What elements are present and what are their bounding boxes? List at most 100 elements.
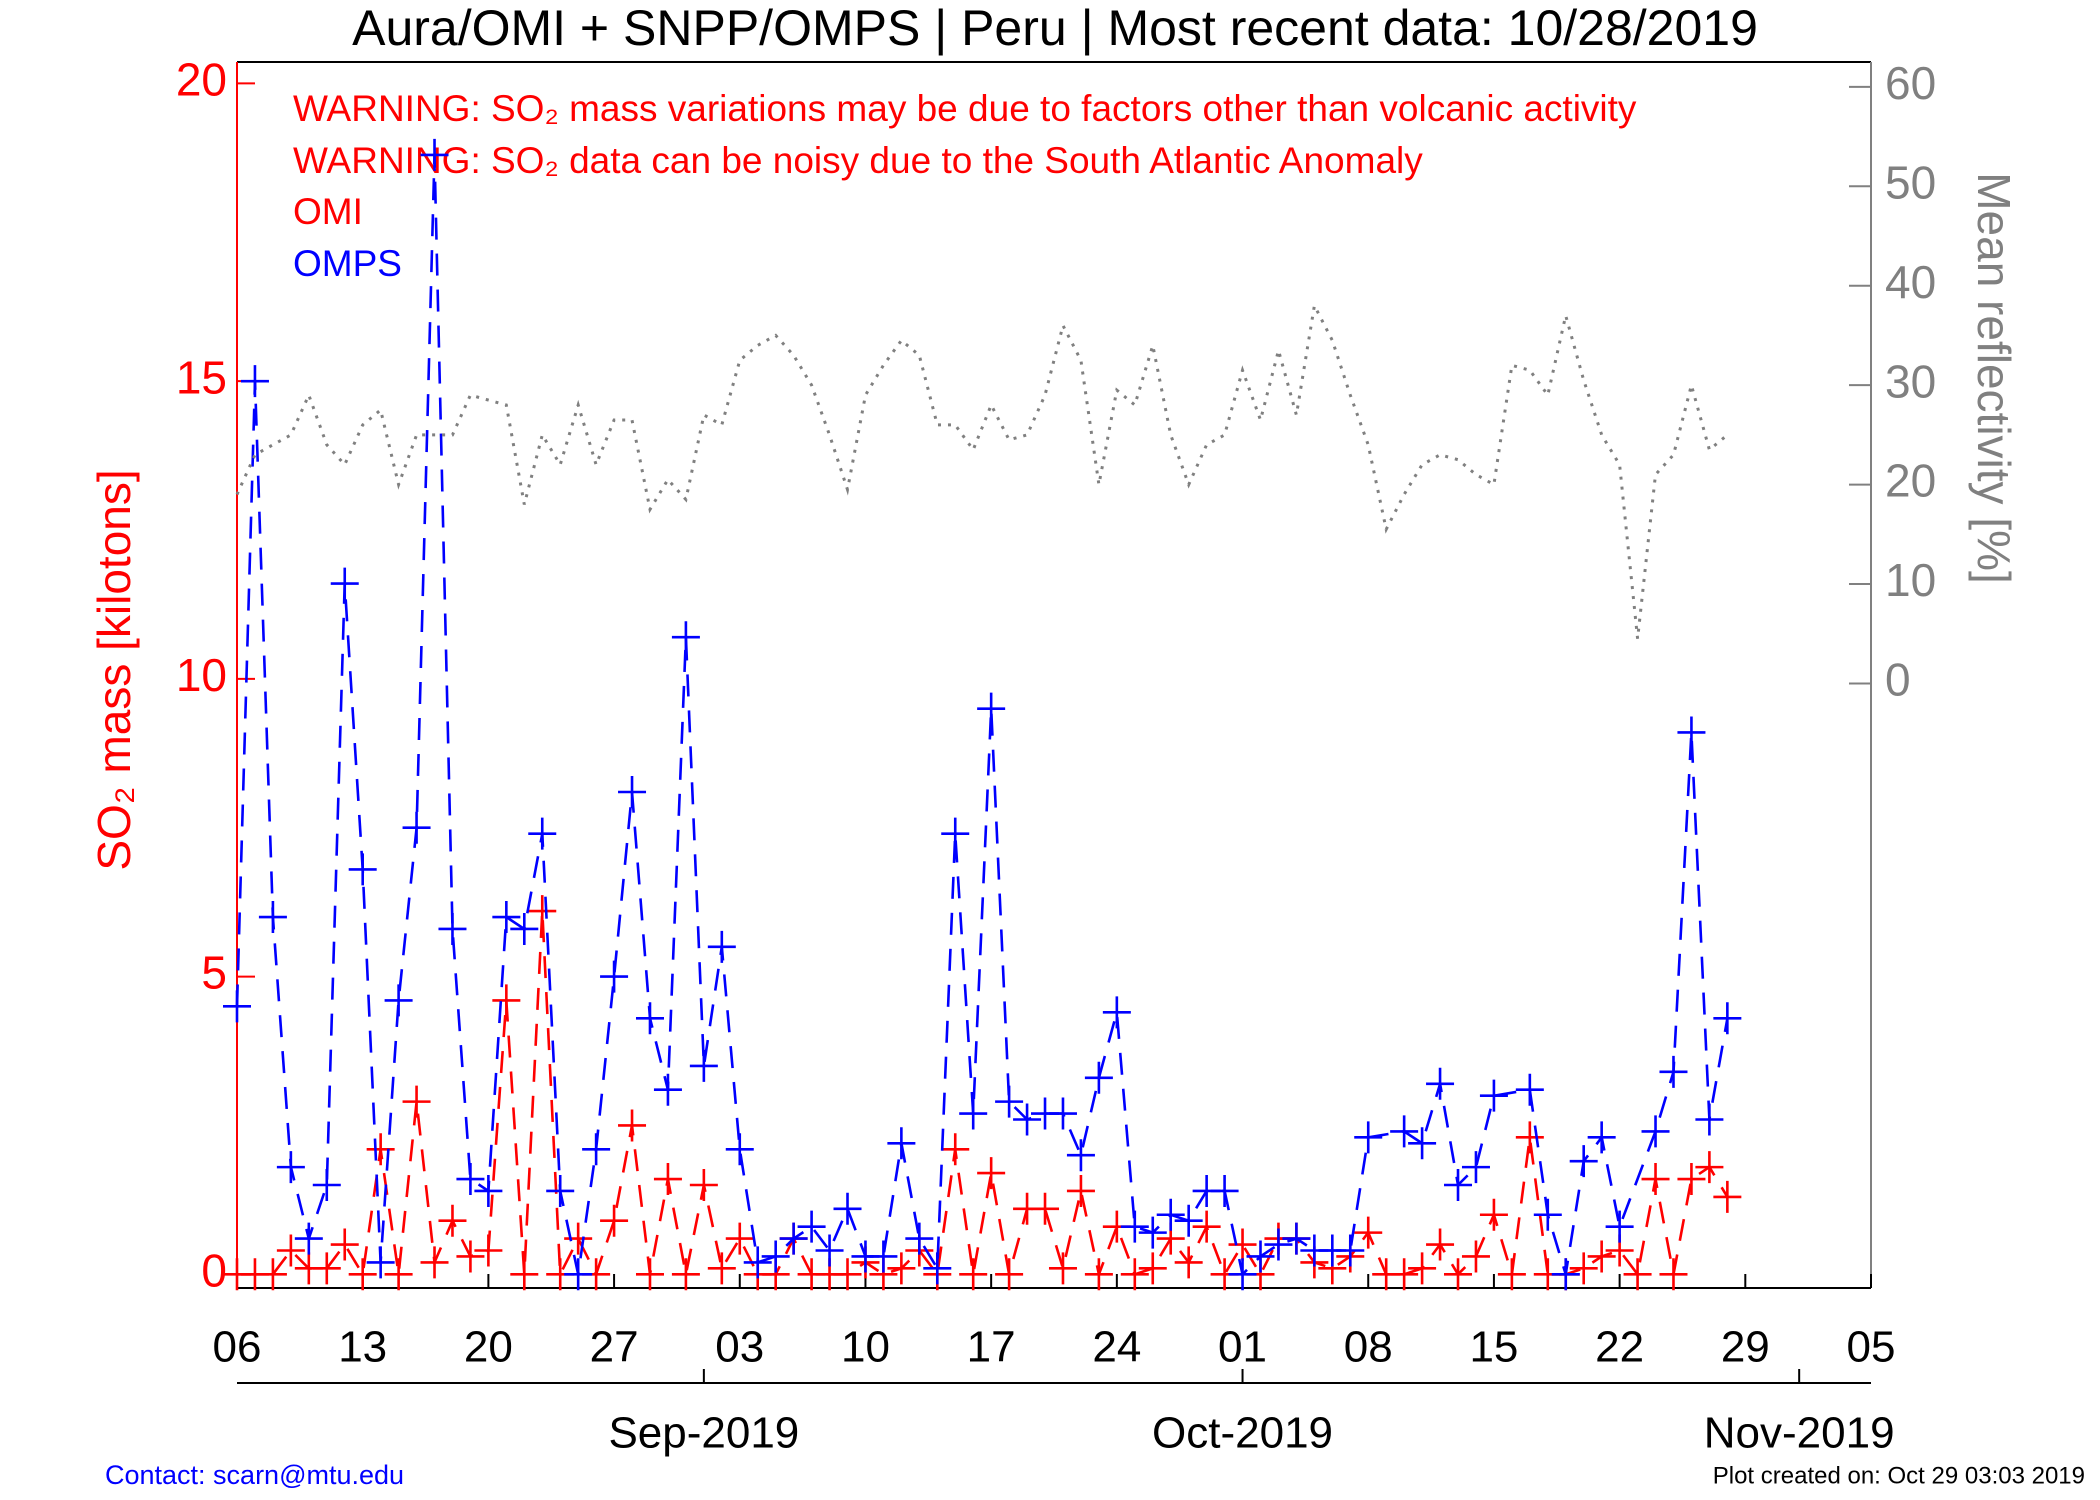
x-tick-label: 08 bbox=[1344, 1323, 1393, 1372]
point-marker bbox=[564, 1222, 593, 1255]
point-marker bbox=[815, 1234, 844, 1267]
point-marker bbox=[402, 1085, 431, 1118]
x-tick-label: 13 bbox=[338, 1323, 387, 1372]
point-marker bbox=[456, 1163, 485, 1196]
point-marker bbox=[1084, 1258, 1113, 1291]
point-marker bbox=[671, 621, 700, 654]
x-tick-label: 15 bbox=[1469, 1323, 1518, 1372]
point-marker bbox=[977, 692, 1006, 725]
point-marker bbox=[725, 1133, 754, 1166]
point-marker bbox=[743, 1246, 772, 1279]
point-marker bbox=[366, 1133, 395, 1166]
point-marker bbox=[689, 1168, 718, 1201]
point-marker bbox=[528, 895, 557, 928]
y2-tick-label: 10 bbox=[1885, 554, 1936, 606]
point-marker bbox=[995, 1258, 1024, 1291]
point-marker bbox=[600, 1204, 629, 1237]
point-marker bbox=[1246, 1240, 1275, 1273]
point-marker bbox=[707, 930, 736, 963]
point-marker bbox=[1102, 996, 1131, 1029]
point-marker bbox=[959, 1258, 988, 1291]
point-marker bbox=[510, 1258, 539, 1291]
y-axis-label: SO₂ mass [kilotons] bbox=[88, 469, 140, 870]
y2-tick-label: 60 bbox=[1885, 57, 1936, 109]
point-marker bbox=[528, 817, 557, 850]
point-marker bbox=[1641, 1115, 1670, 1148]
point-marker bbox=[869, 1240, 898, 1273]
y-tick-label: 20 bbox=[176, 54, 227, 106]
x-tick-label: 27 bbox=[590, 1323, 639, 1372]
point-marker bbox=[1228, 1258, 1257, 1291]
point-marker bbox=[276, 1151, 305, 1184]
point-marker bbox=[223, 990, 251, 1023]
point-marker bbox=[240, 365, 269, 398]
point-marker bbox=[1066, 1139, 1095, 1172]
point-marker bbox=[689, 1049, 718, 1082]
point-marker bbox=[1659, 1055, 1688, 1088]
point-marker bbox=[1408, 1127, 1437, 1160]
point-marker bbox=[1390, 1115, 1419, 1148]
legend-entry: OMPS bbox=[293, 243, 402, 284]
point-marker bbox=[618, 1109, 647, 1142]
point-marker bbox=[635, 1002, 664, 1035]
point-marker bbox=[833, 1258, 862, 1291]
point-marker bbox=[312, 1252, 341, 1285]
point-marker bbox=[653, 1163, 682, 1196]
point-marker bbox=[510, 912, 539, 945]
point-marker bbox=[438, 1204, 467, 1237]
point-marker bbox=[456, 1240, 485, 1273]
point-marker bbox=[474, 1174, 503, 1207]
point-marker bbox=[1659, 1258, 1688, 1291]
point-marker bbox=[977, 1157, 1006, 1190]
y-tick-label: 10 bbox=[176, 649, 227, 701]
point-marker bbox=[887, 1127, 916, 1160]
point-marker bbox=[725, 1222, 754, 1255]
point-marker bbox=[671, 1258, 700, 1291]
reflectivity-line bbox=[235, 300, 1729, 639]
point-marker bbox=[1713, 1002, 1742, 1035]
point-marker bbox=[312, 1168, 341, 1201]
point-marker bbox=[1551, 1258, 1580, 1291]
point-marker bbox=[1390, 1258, 1419, 1291]
point-marker bbox=[1497, 1258, 1526, 1291]
y2-tick-label: 20 bbox=[1885, 455, 1936, 507]
point-marker bbox=[1426, 1228, 1455, 1261]
month-label: Nov-2019 bbox=[1704, 1409, 1895, 1458]
series-line bbox=[237, 911, 1729, 1280]
point-marker bbox=[348, 853, 377, 886]
point-marker bbox=[797, 1210, 826, 1243]
point-marker bbox=[1048, 1097, 1077, 1130]
point-marker bbox=[1569, 1252, 1598, 1285]
point-marker bbox=[923, 1252, 952, 1285]
point-marker bbox=[1641, 1163, 1670, 1196]
point-marker bbox=[420, 1246, 449, 1279]
point-marker bbox=[635, 1258, 664, 1291]
point-marker bbox=[294, 1222, 323, 1255]
point-marker bbox=[1336, 1234, 1365, 1267]
point-marker bbox=[420, 138, 449, 171]
point-marker bbox=[564, 1258, 593, 1291]
point-marker bbox=[1479, 1198, 1508, 1231]
point-marker bbox=[1444, 1258, 1473, 1291]
point-marker bbox=[1587, 1121, 1616, 1154]
point-marker bbox=[582, 1133, 611, 1166]
point-marker bbox=[1210, 1174, 1239, 1207]
point-marker bbox=[1192, 1210, 1221, 1243]
point-marker bbox=[1515, 1121, 1544, 1154]
month-label: Sep-2019 bbox=[608, 1409, 799, 1458]
point-marker bbox=[1479, 1079, 1508, 1112]
x-tick-label: 22 bbox=[1595, 1323, 1644, 1372]
point-marker bbox=[258, 901, 287, 934]
point-marker bbox=[1408, 1252, 1437, 1285]
point-marker bbox=[402, 811, 431, 844]
point-marker bbox=[1461, 1151, 1490, 1184]
point-marker bbox=[1013, 1103, 1042, 1136]
point-marker bbox=[618, 776, 647, 809]
point-marker bbox=[1677, 716, 1706, 749]
point-marker bbox=[330, 567, 359, 600]
point-marker bbox=[1623, 1258, 1652, 1291]
point-marker bbox=[1174, 1246, 1203, 1279]
point-marker bbox=[1066, 1174, 1095, 1207]
point-marker bbox=[1461, 1240, 1490, 1273]
point-marker bbox=[1264, 1228, 1293, 1261]
